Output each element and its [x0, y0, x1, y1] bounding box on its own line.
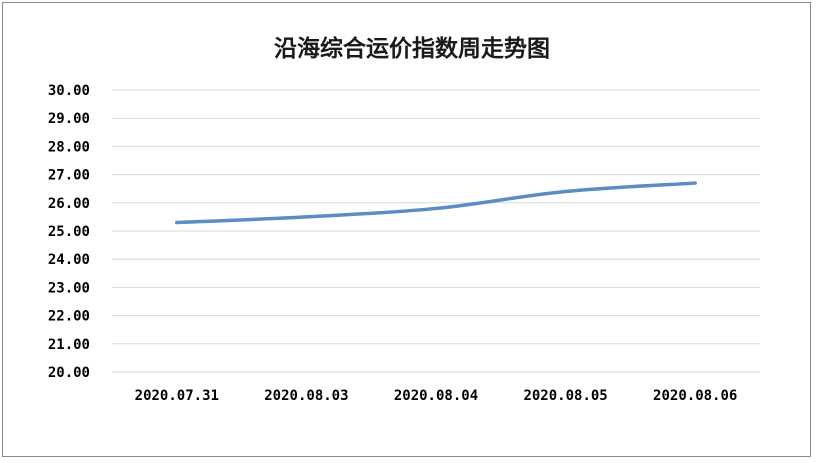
- y-tick-label: 21.00: [48, 337, 90, 353]
- x-tick-label: 2020.08.03: [264, 388, 348, 404]
- x-axis: 2020.07.31 2020.08.03 2020.08.04 2020.08.05…: [135, 388, 738, 404]
- y-tick-label: 28.00: [48, 139, 90, 155]
- x-tick-label: 2020.08.04: [394, 388, 478, 404]
- x-tick-label: 2020.08.06: [653, 388, 737, 404]
- x-tick-label: 2020.08.05: [523, 388, 607, 404]
- y-tick-label: 30.00: [48, 83, 90, 99]
- y-tick-label: 27.00: [48, 168, 90, 184]
- x-tick-label: 2020.07.31: [135, 388, 219, 404]
- chart-frame: [2, 2, 811, 457]
- y-axis: 20.00 21.00 22.00 23.00 24.00 25.00 26.00 27.00…: [48, 83, 90, 381]
- y-tick-label: 24.00: [48, 252, 90, 268]
- y-tick-label: 29.00: [48, 111, 90, 127]
- data-point: [175, 221, 179, 225]
- y-tick-label: 22.00: [48, 309, 90, 325]
- y-tick-label: 23.00: [48, 280, 90, 296]
- data-point: [564, 190, 568, 194]
- y-tick-label: 25.00: [48, 224, 90, 240]
- gridlines: [112, 89, 760, 373]
- series-layer: [175, 181, 697, 225]
- data-point: [304, 215, 308, 219]
- data-point: [693, 181, 697, 185]
- data-point: [434, 206, 438, 210]
- chart-title: 沿海综合运价指数周走势图: [274, 35, 550, 62]
- y-tick-label: 20.00: [48, 365, 90, 381]
- y-tick-label: 26.00: [48, 196, 90, 212]
